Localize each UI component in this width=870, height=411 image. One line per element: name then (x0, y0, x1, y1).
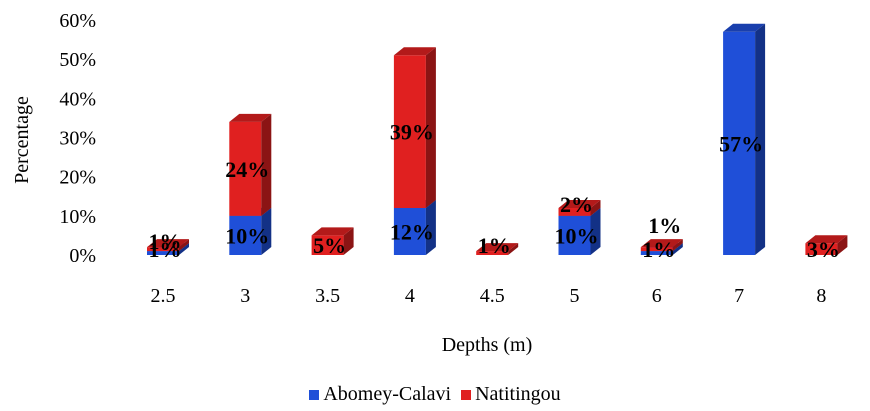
bar-top-face (723, 23, 766, 32)
bar-segment (311, 235, 344, 255)
bar-side-face (343, 227, 354, 255)
bar-segment (229, 121, 262, 216)
bar-segment (476, 251, 509, 255)
bar-segment (805, 243, 838, 255)
bar-segment (723, 31, 756, 255)
data-label: 39% (390, 120, 434, 145)
legend-swatch-series-1 (309, 389, 320, 400)
bar-segment (393, 208, 426, 255)
data-label: 10% (225, 223, 269, 248)
legend: Abomey-Calavi Natitingou (0, 383, 870, 406)
data-label: 10% (555, 223, 599, 248)
data-label: 5% (313, 233, 346, 258)
x-tick-label: 5 (570, 285, 580, 307)
bar-side-face (425, 47, 436, 208)
data-label: 1% (149, 229, 182, 254)
y-tick-label: 50% (59, 49, 96, 71)
data-label: 1% (642, 237, 675, 262)
x-tick-label: 8 (816, 285, 826, 307)
y-tick-label: 30% (59, 128, 96, 150)
bar-segment (640, 251, 673, 255)
bar-side-face (425, 200, 436, 255)
data-label: 12% (390, 220, 434, 245)
x-tick-label: 4 (405, 285, 415, 307)
bar-top-face (805, 235, 848, 244)
bar-side-face (261, 207, 272, 255)
x-tick-label: 3 (240, 285, 250, 307)
bar-top-face (311, 227, 354, 236)
bar-top-face (558, 200, 601, 208)
data-label: 2% (560, 192, 593, 217)
y-tick-label: 20% (59, 167, 96, 189)
legend-label-series-1: Abomey-Calavi (323, 383, 452, 405)
data-label: 57% (719, 131, 763, 156)
x-axis-title: Depths (m) (442, 334, 533, 356)
data-label: 1% (478, 233, 511, 258)
data-label: 1% (648, 213, 681, 238)
legend-item-series-2: Natitingou (461, 383, 561, 406)
bar-top-face (229, 113, 272, 122)
y-axis-ticks: 0% 10% 20% 30% 40% 50% 60% (59, 10, 96, 267)
legend-label-series-2: Natitingou (475, 383, 561, 405)
bar-segment (393, 55, 426, 208)
data-label: 24% (225, 157, 269, 182)
bar-segment (558, 208, 591, 216)
bar-side-face (755, 23, 766, 255)
bar-top-face (393, 47, 436, 56)
x-tick-label: 6 (652, 285, 662, 307)
legend-swatch-series-2 (461, 389, 472, 400)
bar-side-face (672, 239, 683, 252)
bar-side-face (179, 243, 189, 255)
bar-segment (229, 215, 262, 255)
stacked-bar-chart: 0%10%20%30%40%50%60% 1%1% 10%24%5%12%39%1… (11, 10, 848, 356)
bar-side-face (590, 200, 601, 216)
y-axis-title: Percentage (11, 96, 33, 184)
bar-side-face (261, 113, 272, 216)
bar-side-face (590, 207, 601, 255)
x-tick-label: 7 (734, 285, 744, 307)
bar-segment (147, 251, 179, 255)
bar-segment (640, 247, 673, 252)
x-tick-label: 2.5 (151, 285, 176, 307)
bar-segment (147, 247, 179, 252)
bar-top-face (640, 239, 683, 248)
bar-side-face (179, 239, 189, 252)
y-tick-label: 10% (59, 206, 96, 228)
bar-side-face (672, 243, 683, 255)
x-tick-label: 3.5 (315, 285, 340, 307)
y-tick-label: 60% (59, 10, 96, 32)
x-axis-ticks: 2.5 3 3.5 4 4.5 5 6 7 8 (151, 285, 827, 307)
bars (147, 23, 848, 255)
bar-top-face (147, 239, 189, 248)
x-tick-label: 4.5 (480, 285, 505, 307)
data-label: 3% (807, 237, 840, 262)
y-tick-label: 40% (59, 88, 96, 110)
bar-segment (558, 215, 591, 255)
bar-top-face (476, 243, 519, 252)
data-labels: 1%1% 10%24%5%12%39%1% 10%2%1%1%57%3% (149, 120, 840, 262)
bar-side-face (837, 235, 848, 255)
bar-side-face (508, 243, 519, 255)
y-tick-label: 0% (69, 245, 96, 267)
data-label: 1% (149, 237, 182, 262)
legend-item-series-1: Abomey-Calavi (309, 383, 451, 406)
